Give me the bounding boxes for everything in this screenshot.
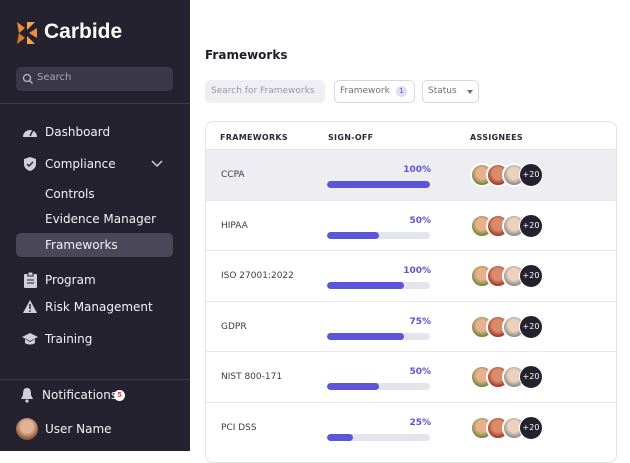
caret [467, 90, 473, 94]
sign-off-label: 75% [409, 316, 431, 327]
table-row[interactable]: PCI DSS 25% +20 [206, 401, 616, 453]
progress-fill [327, 433, 353, 441]
nav-item[interactable]: Program [45, 273, 96, 287]
sidebar: Carbide Search Dashboard Compliance Cont… [0, 0, 190, 451]
logo-text: Carbide [44, 20, 123, 43]
framework-search[interactable]: Search for Frameworks [205, 80, 325, 103]
training-icon [22, 333, 38, 345]
assignees-more[interactable]: +20 [519, 213, 543, 238]
sign-off-label: 25% [409, 417, 431, 428]
assignees-more[interactable]: +20 [519, 314, 543, 339]
progress-track [327, 383, 430, 390]
assignees-more[interactable]: +20 [519, 415, 543, 440]
compliance-icon [24, 157, 36, 171]
assignees-more[interactable]: +20 [519, 163, 543, 187]
progress-fill [327, 282, 405, 289]
table-row[interactable]: HIPAA 50% +20 [206, 199, 616, 251]
sign-off-label: 50% [409, 367, 431, 377]
logo-icon [17, 22, 37, 44]
framework-name: GDPR [221, 321, 247, 332]
search-placeholder: Search for Frameworks [211, 86, 315, 96]
table-row[interactable]: GDPR 75% +20 [206, 300, 616, 352]
nav-item[interactable]: Evidence Manager [45, 212, 157, 226]
bell-icon [21, 388, 33, 403]
table-row[interactable]: NIST 800-171 50% +20 [206, 351, 616, 402]
nav-item[interactable]: Training [45, 332, 93, 346]
framework-name: HIPAA [221, 220, 248, 231]
filter-count: 1 [396, 86, 407, 97]
dashboard-icon [23, 129, 37, 137]
progress-fill [327, 231, 379, 239]
notifications[interactable]: Notifications [42, 388, 118, 402]
column-header: ASSIGNEES [470, 133, 523, 142]
table-row[interactable]: ISO 27001:2022 100% +20 [206, 250, 616, 301]
framework-name: NIST 800-171 [221, 372, 283, 382]
filter-label: Framework [340, 86, 390, 96]
main-content: Frameworks Search for Frameworks Framewo… [190, 0, 630, 463]
column-header: FRAMEWORKS [220, 133, 288, 142]
progress-track [327, 181, 430, 188]
progress-track [327, 282, 430, 289]
nav-active-bg [16, 233, 173, 257]
progress-track [327, 433, 430, 441]
program-icon [24, 272, 37, 288]
framework-name: PCI DSS [221, 422, 257, 433]
sign-off-label: 100% [403, 266, 431, 276]
nav-item[interactable]: Dashboard [45, 125, 111, 139]
progress-fill [327, 181, 430, 188]
progress-fill [327, 383, 379, 390]
page-title: Frameworks [205, 48, 288, 62]
sign-off-label: 50% [409, 215, 431, 226]
status-filter[interactable]: Status [422, 80, 479, 103]
filter-label: Status [428, 86, 457, 96]
sign-off-label: 100% [403, 165, 431, 175]
column-header: SIGN-OFF [328, 133, 374, 142]
chevron[interactable] [151, 160, 163, 168]
user-avatar[interactable] [16, 418, 38, 440]
progress-track [327, 231, 430, 239]
framework-name: ISO 27001:2022 [221, 271, 294, 281]
divider [0, 103, 190, 104]
framework-filter[interactable]: Framework 1 [334, 80, 415, 103]
notification-badge: 5 [114, 390, 125, 401]
risk-icon [23, 300, 37, 313]
search-box[interactable]: Search [16, 67, 173, 91]
table: CCPA 100% +20 HIPAA 50% +20 ISO 27001:2022 100%… [205, 121, 617, 463]
nav-item[interactable]: Risk Management [45, 300, 153, 314]
progress-track [327, 332, 430, 340]
assignees-more[interactable]: +20 [519, 365, 543, 389]
table-row[interactable]: CCPA 100% +20 [206, 149, 616, 200]
divider [0, 379, 190, 380]
nav-item-active[interactable]: Frameworks [45, 238, 118, 252]
nav-item[interactable]: Compliance [45, 157, 116, 171]
nav-item[interactable]: Controls [45, 187, 95, 201]
progress-fill [327, 332, 405, 340]
assignees-more[interactable]: +20 [519, 264, 543, 288]
framework-name: CCPA [221, 170, 245, 180]
search-placeholder: Search [37, 72, 72, 83]
search-icon [22, 73, 33, 84]
user-name[interactable]: User Name [45, 422, 112, 436]
